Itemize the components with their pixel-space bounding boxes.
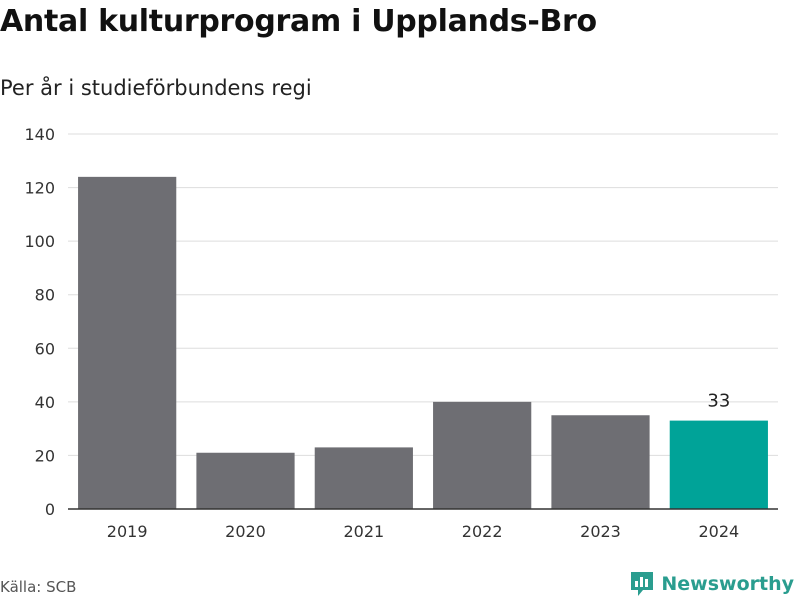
bar-2021 [314,447,413,509]
y-tick-label: 100 [24,232,55,251]
x-tick-label: 2024 [698,522,739,541]
y-axis-ticks: 0 20 40 60 80 100 120 140 [24,125,55,519]
bar-2019 [78,176,177,509]
y-tick-label: 60 [35,339,55,358]
x-tick-label: 2023 [580,522,621,541]
brand-logo: Newsworthy [629,570,794,598]
x-tick-label: 2019 [107,522,148,541]
bar-2024 [669,420,768,509]
bar-2022 [433,401,532,509]
chart-subtitle: Per år i studieförbundens regi [0,76,312,100]
brand-name: Newsworthy [661,573,794,595]
x-axis-ticks: 2019 2020 2021 2022 2023 2024 [68,508,778,541]
y-tick-label: 20 [35,446,55,465]
x-tick-label: 2021 [343,522,384,541]
y-tick-label: 0 [45,500,55,519]
gridlines [68,133,778,456]
data-labels: 33 [707,391,730,412]
y-tick-label: 80 [35,286,55,305]
y-tick-label: 140 [24,125,55,144]
source-note: Källa: SCB [0,578,77,596]
y-tick-label: 120 [24,179,55,198]
y-tick-label: 40 [35,393,55,412]
x-tick-label: 2022 [462,522,503,541]
x-tick-label: 2020 [225,522,266,541]
bar-chart-logo-icon [631,572,654,596]
chart-title: Antal kulturprogram i Upplands-Bro [0,4,597,39]
bars [78,176,768,509]
data-label: 33 [707,391,730,412]
bar-2020 [196,452,295,509]
bar-2023 [551,415,650,509]
